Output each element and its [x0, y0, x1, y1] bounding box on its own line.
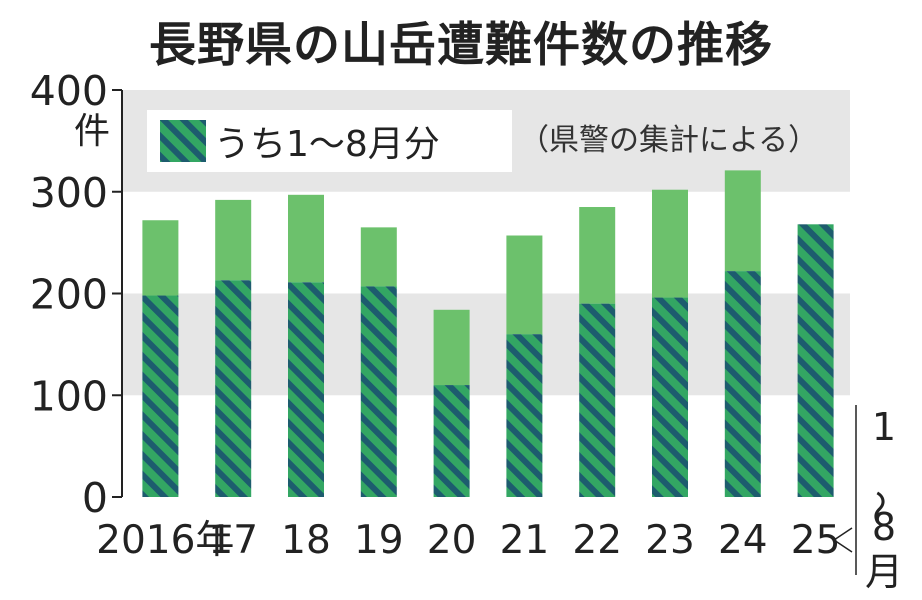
- chart-title: 長野県の山岳遭難件数の推移: [149, 18, 773, 73]
- source-note: （県警の集計による）: [519, 123, 818, 158]
- bar-jan-aug: [506, 334, 543, 497]
- bar-full-year: [142, 220, 179, 296]
- x-tick-label: 17: [208, 518, 258, 563]
- x-tick-label: 2016年: [96, 518, 234, 563]
- y-tick-label: 100: [30, 372, 108, 420]
- x-tick-label: 23: [645, 518, 695, 563]
- x-tick-label: 22: [572, 518, 622, 563]
- bar-full-year: [652, 189, 688, 298]
- bar-jan-aug: [288, 282, 324, 497]
- bar-jan-aug: [360, 286, 397, 497]
- bar-jan-aug: [215, 280, 252, 497]
- x-tick-label: 24: [718, 518, 768, 563]
- bar-full-year: [433, 309, 470, 386]
- y-axis: 0 100 200 300 400: [30, 67, 123, 522]
- y-tick-label: 400: [30, 67, 108, 115]
- legend: うち1～8月分: [147, 110, 512, 172]
- bar-full-year: [288, 194, 324, 283]
- bar-jan-aug: [797, 224, 834, 497]
- x-tick-label: 21: [500, 518, 550, 563]
- bar-jan-aug: [579, 303, 616, 497]
- x-tick-label: 18: [281, 518, 331, 563]
- x-tick-label: 19: [354, 518, 404, 563]
- bar-jan-aug: [142, 295, 179, 497]
- bar-jan-aug: [652, 297, 688, 497]
- y-axis-unit: 件: [74, 111, 110, 152]
- bars: [142, 170, 834, 497]
- legend-label: うち1～8月分: [214, 124, 440, 165]
- bar-full-year: [579, 207, 616, 304]
- legend-box: [147, 110, 512, 172]
- bar-full-year: [724, 170, 761, 272]
- legend-swatch: [160, 120, 206, 162]
- x-tick-label: 20: [427, 518, 477, 563]
- bar-full-year: [215, 199, 252, 281]
- bar-full-year: [360, 227, 397, 287]
- y-tick-label: 0: [82, 474, 108, 522]
- period-note: 1 ～8 月: [856, 405, 903, 594]
- bar-jan-aug: [724, 271, 761, 497]
- y-tick-label: 200: [30, 271, 108, 319]
- y-tick-label: 300: [30, 169, 108, 217]
- x-tick-label: 25: [791, 518, 841, 563]
- last-bar-period-note: 1 ～8 月: [832, 405, 903, 594]
- period-pointer: [832, 527, 853, 553]
- bar-jan-aug: [433, 385, 470, 497]
- bar-full-year: [506, 235, 543, 335]
